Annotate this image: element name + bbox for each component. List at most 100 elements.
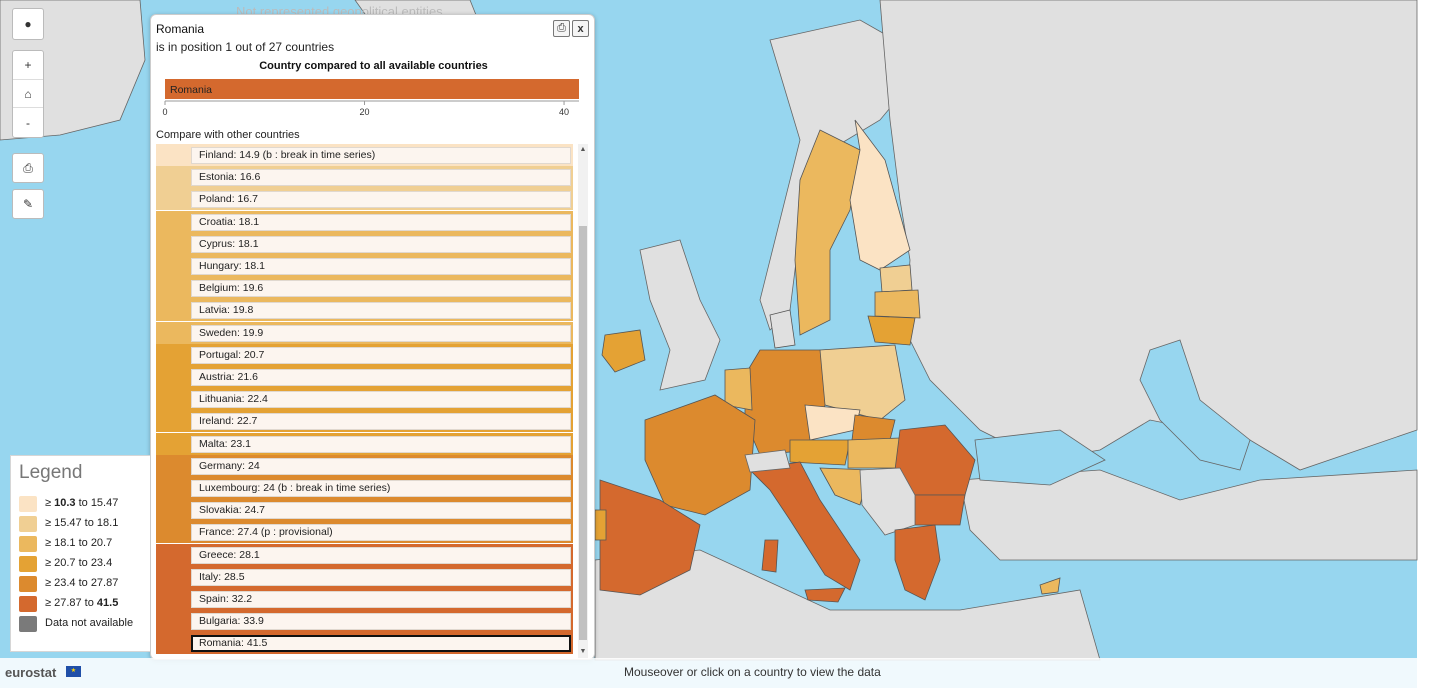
legend-label: ≥ 18.1 to 20.7 [45,537,112,549]
list-item[interactable]: Greece: 28.1 [156,543,573,566]
list-item[interactable]: Malta: 23.1 [156,432,573,455]
country-finland[interactable] [849,119,911,271]
list-item[interactable]: Germany: 24 [156,454,573,477]
scroll-thumb[interactable] [579,226,587,640]
legend: Legend ≥ 10.3 to 15.47 ≥ 15.47 to 18.1 ≥ 1… [10,455,150,652]
list-item-label: Poland: 16.7 [191,191,571,209]
legend-label-high: 41.5 [96,597,119,609]
list-item[interactable]: Finland: 14.9 (b : break in time series) [156,144,573,166]
land-no-data-east [879,0,1418,471]
footer: eurostat ★ Mouseover or click on a count… [0,658,1417,688]
legend-label-low: 27.87 [54,597,82,609]
popup-close-button[interactable]: x [572,20,589,37]
list-item[interactable]: Luxembourg: 24 (b : break in time series… [156,477,573,499]
country-latvia[interactable] [874,289,921,319]
country-portugal[interactable] [594,509,607,541]
list-item[interactable]: Croatia: 18.1 [156,210,573,233]
caspian-sea [1139,339,1251,471]
list-item[interactable]: Cyprus: 18.1 [156,232,573,255]
list-item[interactable]: Latvia: 19.8 [156,299,573,322]
country-italy-sicily[interactable] [804,587,846,603]
list-item-label: Romania: 41.5 [191,635,571,653]
legend-item: ≥ 10.3 to 15.47 [19,496,151,512]
scroll-down-icon[interactable]: ▼ [579,648,587,655]
country-ireland[interactable] [601,329,646,373]
country-list[interactable]: Finland: 14.9 (b : break in time series)… [156,144,588,658]
list-item[interactable]: France: 27.4 (p : provisional) [156,521,573,544]
list-item[interactable]: Poland: 16.7 [156,188,573,211]
print-button[interactable]: ⎙ [12,153,44,183]
legend-item: ≥ 15.47 to 18.1 [19,516,151,532]
country-hungary[interactable] [847,437,901,469]
legend-item: ≥ 23.4 to 27.87 [19,576,151,592]
legend-label-mid: to [81,517,97,529]
country-estonia[interactable] [879,264,913,293]
country-denmark[interactable] [769,309,796,349]
country-croatia[interactable] [819,467,871,506]
list-item[interactable]: Romania: 41.5 [156,632,573,655]
legend-label-mid: to [75,577,91,589]
legend-swatch [19,536,37,552]
chart-bar-label: Romania [170,84,212,96]
legend-swatch-na [19,616,37,632]
country-greece[interactable] [894,524,941,601]
zoom-out-button[interactable]: - [26,115,30,130]
legend-label: ≥ 27.87 to 41.5 [45,597,118,609]
legend-label: ≥ 15.47 to 18.1 [45,517,118,529]
country-italy[interactable] [749,461,861,591]
list-item[interactable]: Italy: 28.5 [156,565,573,588]
legend-item: ≥ 20.7 to 23.4 [19,556,151,572]
eu-flag-icon: ★ [66,666,81,677]
legend-item-na: Data not available [19,616,151,632]
legend-label-low: 23.4 [54,577,76,589]
legend-swatch [19,576,37,592]
country-france[interactable] [644,394,756,516]
zoom-control-group: + ⌂ - [12,50,44,138]
list-item[interactable]: Austria: 21.6 [156,366,573,388]
country-benelux[interactable] [724,367,753,411]
chart-tick-label: 40 [559,107,569,117]
list-item[interactable]: Lithuania: 22.4 [156,388,573,411]
legend-label-low: 18.1 [54,537,76,549]
list-item-label: Austria: 21.6 [191,369,571,386]
brush-button[interactable]: ✎ [12,189,44,219]
popup-print-button[interactable]: ⎙ [553,20,570,37]
list-item-label: Malta: 23.1 [191,435,571,453]
legend-swatch [19,596,37,612]
home-icon: ⌂ [24,86,32,101]
list-item-label: Lithuania: 22.4 [191,391,571,409]
list-item-label: Finland: 14.9 (b : break in time series) [191,147,571,164]
legend-swatch [19,556,37,572]
list-item[interactable]: Ireland: 22.7 [156,410,573,433]
list-item[interactable]: Estonia: 16.6 [156,166,573,189]
legend-label-low: 10.3 [54,497,76,509]
popup-subtitle: is in position 1 out of 27 countries [156,40,335,54]
list-item[interactable]: Spain: 32.2 [156,588,573,610]
list-item[interactable]: Hungary: 18.1 [156,255,573,277]
home-button[interactable]: ⌂ [13,80,43,109]
globe-icon: ● [24,17,32,31]
list-item[interactable]: Sweden: 19.9 [156,321,573,344]
country-cyprus[interactable] [1039,577,1061,595]
list-scrollbar[interactable]: ▲ ▼ [578,144,588,658]
list-item[interactable]: Bulgaria: 33.9 [156,610,573,633]
list-item[interactable]: Portugal: 20.7 [156,343,573,366]
legend-title: Legend [19,462,83,483]
legend-label-prefix: ≥ [45,517,55,529]
list-item[interactable]: Belgium: 19.6 [156,277,573,300]
zoom-in-button[interactable]: + [13,51,43,80]
legend-swatch [19,496,37,512]
country-bulgaria[interactable] [914,494,966,526]
legend-label: ≥ 23.4 to 27.87 [45,577,118,589]
list-item[interactable]: Slovakia: 24.7 [156,499,573,522]
legend-label-low: 15.47 [54,517,82,529]
country-italy-sardinia[interactable] [761,539,779,573]
legend-label-mid: to [81,597,97,609]
country-lithuania[interactable] [867,315,916,346]
scroll-up-icon[interactable]: ▲ [579,146,587,153]
legend-label-prefix: ≥ [45,497,55,509]
country-spain[interactable] [599,479,701,596]
print-icon: ⎙ [557,22,566,34]
globe-button[interactable]: ● [12,8,44,40]
country-austria[interactable] [789,439,851,466]
